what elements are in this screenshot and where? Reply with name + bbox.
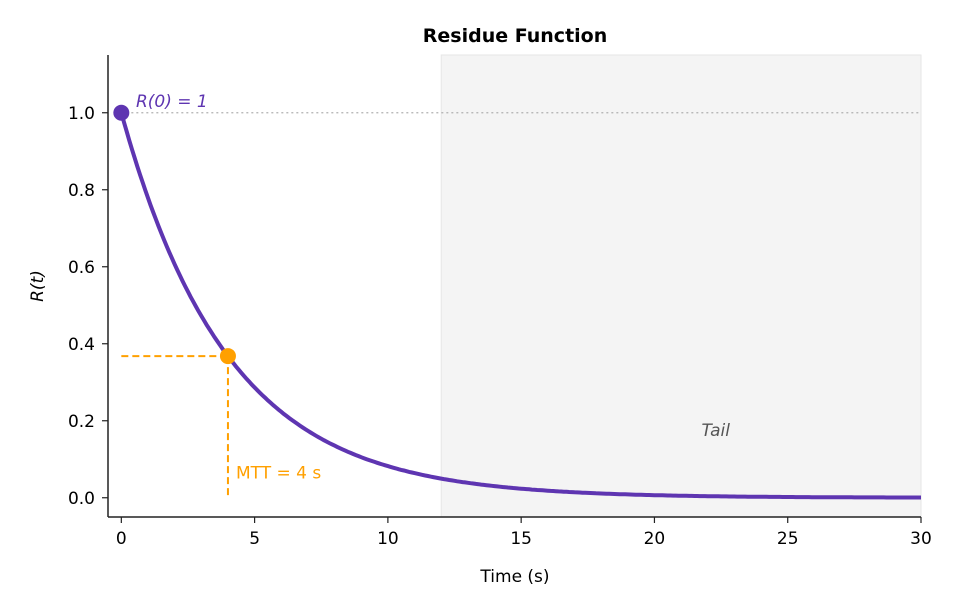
tail-shaded-region	[440, 54, 922, 518]
y-tick-label: 0.6	[68, 258, 95, 278]
y-axis-label: R(t)	[28, 270, 48, 302]
x-tick-label: 0	[116, 529, 127, 549]
y-tick-label: 0.2	[68, 412, 95, 432]
y-tick-label: 0.4	[68, 335, 95, 355]
r0-point	[113, 104, 130, 121]
x-axis-label: Time (s)	[479, 567, 549, 587]
mtt-label: MTT = 4 s	[236, 464, 321, 484]
x-tick-label: 15	[510, 529, 532, 549]
mtt-point	[219, 348, 236, 365]
x-tick-label: 25	[777, 529, 799, 549]
tail-label: Tail	[702, 421, 731, 441]
r0-label: R(0) = 1	[136, 92, 208, 112]
y-tick-label: 1.0	[68, 104, 95, 124]
residue-curve	[119, 112, 921, 500]
y-tick-label: 0.8	[68, 181, 95, 201]
y-tick-label: 0.0	[68, 489, 95, 509]
chart-title: Residue Function	[423, 25, 608, 47]
x-tick-label: 5	[249, 529, 260, 549]
x-tick-label: 10	[377, 529, 399, 549]
x-tick-label: 30	[910, 529, 932, 549]
x-tick-label: 20	[644, 529, 666, 549]
